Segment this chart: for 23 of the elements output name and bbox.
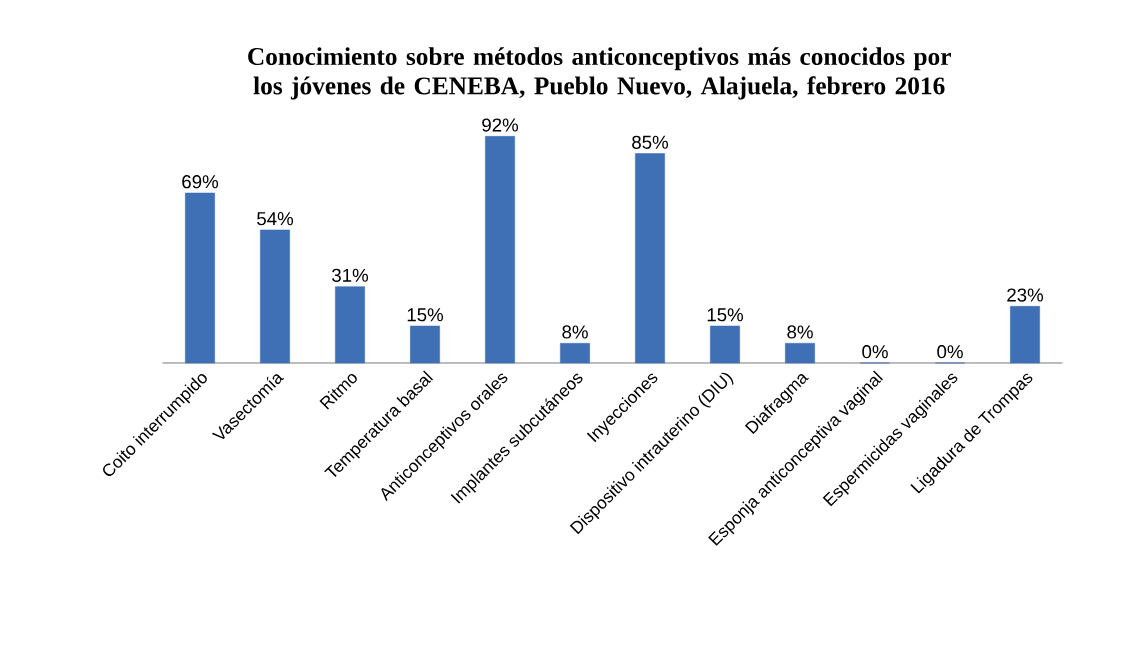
bar <box>410 325 440 364</box>
bar <box>260 229 290 364</box>
data-label: 23% <box>1007 288 1044 302</box>
bar <box>710 325 740 364</box>
data-label: 92% <box>482 118 519 132</box>
data-label: 54% <box>257 212 294 226</box>
bar <box>185 192 215 364</box>
bar <box>560 343 590 364</box>
data-label: 69% <box>182 175 219 189</box>
bar <box>635 153 665 364</box>
bar <box>485 136 515 364</box>
bar <box>335 286 365 364</box>
data-label: 85% <box>632 135 669 149</box>
data-label: 0% <box>937 345 963 359</box>
bar <box>785 343 815 364</box>
data-label: 8% <box>562 325 588 339</box>
data-label: 8% <box>787 325 813 339</box>
chart-title: Conocimiento sobre métodos anticonceptivos más conocidos por los jóvenes de CENEBA, Pueblo Nuevo, Alajuela, febrero 2016 <box>248 47 951 100</box>
data-label: 0% <box>862 345 888 359</box>
data-label: 15% <box>707 308 744 322</box>
bar <box>1010 306 1040 364</box>
data-label: 31% <box>332 268 369 282</box>
data-label: 15% <box>407 308 444 322</box>
